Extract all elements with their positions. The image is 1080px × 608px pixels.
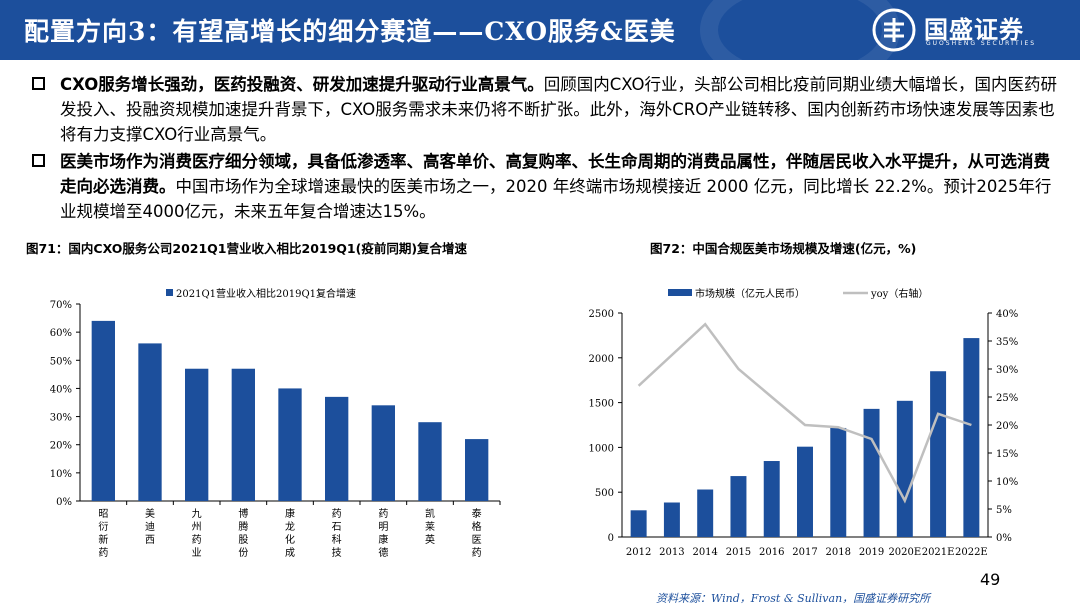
source-note: 资料来源：Wind，Frost & Sullivan，国盛证券研究所 [656,592,931,605]
bullet-list: CXO服务增长强劲，医药投融资、研发加速提升驱动行业高景气。回顾国内CXO行业，… [28,72,1058,226]
chart2-bar [663,502,680,537]
chart2-right-tick-label: 5% [996,505,1012,516]
chart2-bar [863,408,880,537]
chart2-legend-bar-swatch [668,289,692,296]
chart2-legend-bar-label: 市场规模（亿元人民币） [695,287,805,300]
chart2-bar [830,427,847,537]
figure-72-caption: 图72：中国合规医美市场规模及增速(亿元，%) [650,241,917,256]
chart2-right-tick-label: 20% [996,421,1018,432]
logo-mark-icon [872,8,916,52]
chart2-x-tick-label: 2014 [692,547,717,558]
chart1-legend-label: 2021Q1营业收入相比2019Q1复合增速 [176,287,356,300]
bullet-square-icon [32,77,45,90]
logo-name: 国盛证券 [924,16,1024,44]
chart1-y-tick-label: 0% [56,497,72,508]
chart1-y-tick-label: 60% [50,328,72,339]
chart2-bar [630,510,647,537]
chart2-x-tick-label: 2018 [826,547,851,558]
bullet-cxo-bold: CXO服务增长强劲，医药投融资、研发加速提升驱动行业高景气。 [60,75,544,94]
chart1-bar [418,422,442,501]
chart2-right-tick-label: 15% [996,449,1018,460]
bullet-cxo: CXO服务增长强劲，医药投融资、研发加速提升驱动行业高景气。回顾国内CXO行业，… [28,72,1058,147]
chart2-x-tick-label: 2017 [792,547,817,558]
chart2-right-tick-label: 30% [996,365,1018,376]
chart2-x-tick-label: 2019 [859,547,884,558]
chart2-x-tick-label: 2013 [659,547,684,558]
chart2-x-tick-label: 2016 [759,547,784,558]
chart2-left-tick-label: 2000 [589,354,614,365]
chart1-bar [138,343,162,501]
chart1-x-tick-label: 药石科技 [332,508,342,559]
chart2-x-tick-label: 2022E [955,547,988,558]
chart1-x-tick-label: 药明康德 [378,508,388,559]
chart2-right-tick-label: 35% [996,337,1018,348]
header-decoration [700,0,900,60]
chart2-bar [697,489,714,537]
chart2-bar [896,400,913,537]
chart2-legend: 市场规模（亿元人民币） yoy（右轴） [668,287,928,300]
chart2-right-tick-label: 40% [996,309,1018,320]
chart1-y-tick-label: 30% [50,413,72,424]
chart2-bar [730,476,747,537]
chart2-x-tick-label: 2021E [922,547,955,558]
chart2-bar [930,371,947,537]
chart1-bar [325,396,349,501]
chart2-x-tick-label: 2015 [726,547,751,558]
chart1-x-tick-label: 美迪西 [145,507,155,546]
chart1-x-tick-label: 九州药业 [192,508,202,559]
chart1-bar [278,388,302,501]
company-logo: 国盛证券 GUOSHENG SECURITIES [872,8,1062,54]
chart2-left-tick-label: 500 [595,488,614,499]
chart1-bar [465,439,489,501]
chart2-left-tick-label: 1000 [589,443,614,454]
chart2-bar [763,461,780,537]
logo-english-name: GUOSHENG SECURITIES [926,40,1037,47]
bullet-ma-text: 中国市场作为全球增速最快的医美市场之一，2020 年终端市场规模接近 2000 … [60,177,1052,221]
chart1-x-tick-label: 泰格医药 [472,507,482,559]
bullet-cxo-text: 回顾国内CXO行业，头部公司相比疫前同期业绩大幅增长，国内医药研发投入、投融资规… [60,75,1058,144]
chart-cxo-growth: 2021Q1营业收入相比2019Q1复合增速 0% 10% 20% 30% 40% 50% 6… [50,287,501,559]
chart2-yoy-line [637,322,972,504]
chart2-x-tick-label: 2020E [888,547,921,558]
chart1-x-tick-label: 凯莱英 [425,507,435,546]
chart2-x-tick-label: 2012 [626,547,651,558]
page-number: 49 [980,570,1001,589]
bullet-medical-aesthetics: 医美市场作为消费医疗细分领域，具备低渗透率、高客单价、高复购率、长生命周期的消费… [28,149,1058,224]
chart2-legend-line-label: yoy（右轴） [870,287,928,300]
chart1-y-tick-label: 70% [50,300,72,311]
chart2-right-tick-label: 25% [996,393,1018,404]
chart1-x-tick-label: 康龙化成 [285,507,295,559]
chart2-right-tick-label: 0% [996,533,1012,544]
slide-title: 配置方向3：有望高增长的细分赛道——CXO服务&医美 [24,17,676,46]
chart1-bar [231,368,255,501]
chart1-x-tick-label: 昭衍新药 [98,508,108,559]
bullet-square-icon [32,154,45,167]
chart2-left-tick-label: 0 [608,533,614,544]
chart1-y-tick-label: 20% [50,441,72,452]
chart2-left-tick-label: 2500 [589,309,614,320]
chart1-y-tick-label: 50% [50,356,72,367]
chart1-legend: 2021Q1营业收入相比2019Q1复合增速 [166,287,356,300]
figure-71-caption: 图71：国内CXO服务公司2021Q1营业收入相比2019Q1(疫前同期)复合增… [26,241,468,256]
chart1-bar [371,405,395,501]
chart2-bar [963,338,980,537]
chart-medical-aesthetics-market: 市场规模（亿元人民币） yoy（右轴） 0 500 1000 1500 2000 2500 0%… [589,287,1019,558]
chart1-legend-swatch [166,289,173,296]
chart1-y-tick-label: 40% [50,384,72,395]
slide-header: 配置方向3：有望高增长的细分赛道——CXO服务&医美 国盛证券 GUOSHENG… [0,0,1080,60]
chart2-left-tick-label: 1500 [589,399,614,410]
chart1-y-tick-label: 10% [50,469,72,480]
chart2-bar [797,446,813,537]
chart1-bar [91,320,115,501]
chart1-bar [185,368,209,501]
chart1-x-tick-label: 博腾股份 [238,507,248,559]
bullet-ma-bold: 医美市场作为消费医疗细分领域，具备低渗透率、高客单价、高复购率、长生命周期的消费… [60,152,1050,196]
chart2-right-tick-label: 10% [996,477,1018,488]
